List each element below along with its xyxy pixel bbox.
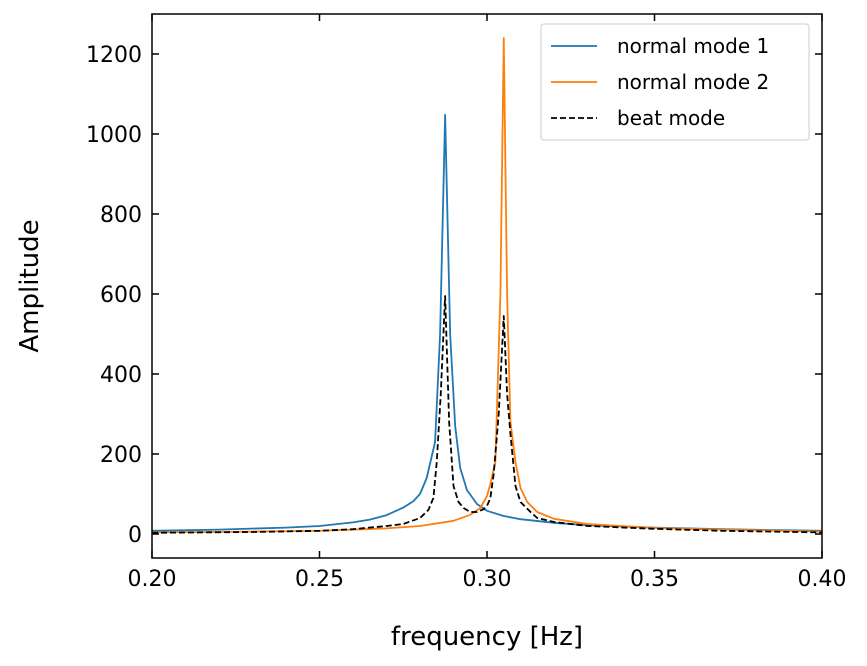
axis-ticks: 0.20 0.25 0.30 0.35 0.40 0 200 400 600 800 1000 120… xyxy=(86,14,846,592)
series-line-2 xyxy=(152,37,822,534)
series-line-1 xyxy=(152,113,822,532)
y-tick-label: 1200 xyxy=(86,43,142,68)
x-tick-label: 0.25 xyxy=(295,567,344,592)
y-tick-label: 0 xyxy=(128,523,142,548)
legend-label-3: beat mode xyxy=(617,106,725,130)
y-tick-label: 200 xyxy=(100,443,142,468)
legend-label-1: normal mode 1 xyxy=(617,34,769,58)
x-tick-label: 0.40 xyxy=(798,567,847,592)
y-tick-label: 800 xyxy=(100,203,142,228)
x-tick-label: 0.30 xyxy=(463,567,512,592)
y-axis-label: Amplitude xyxy=(15,219,45,352)
y-tick-label: 600 xyxy=(100,283,142,308)
x-tick-label: 0.35 xyxy=(630,567,679,592)
series-line-3 xyxy=(152,295,822,534)
legend: normal mode 1 normal mode 2 beat mode xyxy=(540,23,810,141)
plot-area xyxy=(152,37,822,534)
x-tick-label: 0.20 xyxy=(128,567,177,592)
y-tick-label: 1000 xyxy=(86,123,142,148)
x-axis-label: frequency [Hz] xyxy=(391,622,583,652)
legend-box xyxy=(540,23,810,141)
y-tick-label: 400 xyxy=(100,363,142,388)
legend-label-2: normal mode 2 xyxy=(617,70,769,94)
